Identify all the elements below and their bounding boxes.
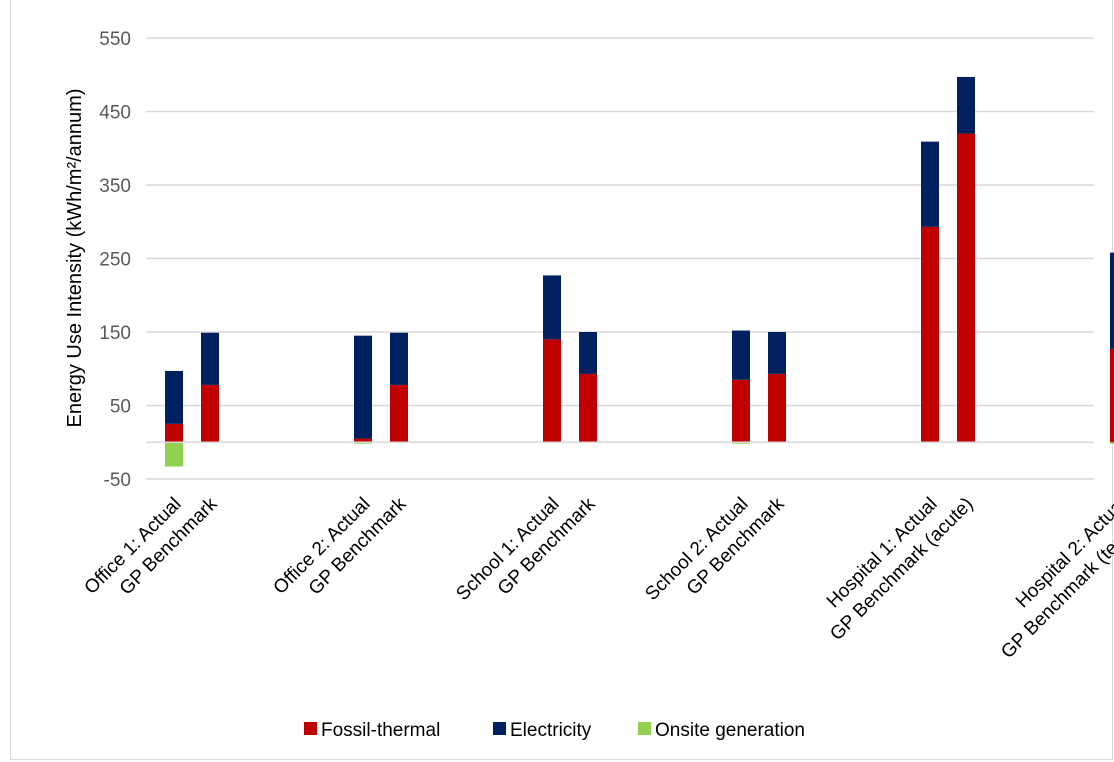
bar-segment-fossil-thermal xyxy=(201,384,219,443)
bar-segment-fossil-thermal xyxy=(354,438,372,443)
y-tick-label: 50 xyxy=(110,397,131,418)
bar-segment-fossil-thermal xyxy=(957,133,975,443)
bar-segment-electricity xyxy=(201,332,219,385)
legend: Fossil-thermal Electricity Onsite generati… xyxy=(304,720,805,741)
category-label: GP Benchmark (acute) xyxy=(826,494,977,645)
bar-segment-electricity xyxy=(921,141,939,227)
bar-segment-onsite-generation xyxy=(1110,442,1114,444)
bar-segment-fossil-thermal xyxy=(165,423,183,443)
bar-segment-electricity xyxy=(1110,252,1114,349)
legend-swatch xyxy=(638,722,651,735)
bar-segment-fossil-thermal xyxy=(921,226,939,443)
bar-segment-fossil-thermal xyxy=(390,384,408,443)
bar-segment-electricity xyxy=(579,332,597,374)
legend-item: Fossil-thermal xyxy=(304,720,440,741)
y-tick-label: 350 xyxy=(99,176,131,197)
bar-segment-electricity xyxy=(390,332,408,385)
bar-segment-electricity xyxy=(957,76,975,134)
y-axis-title: Energy Use Intensity (kWh/m²/annum) xyxy=(64,89,86,428)
bar-segment-electricity xyxy=(165,370,183,424)
legend-item: Onsite generation xyxy=(638,720,805,741)
bar-segment-electricity xyxy=(768,332,786,374)
legend-label: Onsite generation xyxy=(655,720,805,741)
y-axis-tick-labels: -50 50 150 250 350 450 550 xyxy=(99,29,131,491)
y-tick-label: 550 xyxy=(99,29,131,50)
legend-swatch xyxy=(493,722,506,735)
legend-label: Fossil-thermal xyxy=(321,720,440,741)
bar-segment-electricity xyxy=(732,330,750,380)
bars xyxy=(165,76,1114,467)
legend-item: Electricity xyxy=(493,720,592,741)
bar-segment-fossil-thermal xyxy=(1110,348,1114,443)
bar-segment-onsite-generation xyxy=(165,442,183,467)
energy-use-chart: -50 50 150 250 350 450 550 Office 1: ActualGP … xyxy=(64,29,1114,741)
legend-label: Electricity xyxy=(510,720,592,741)
gridlines xyxy=(146,37,1094,480)
chart-frame: -50 50 150 250 350 450 550 Office 1: Actual GP … xyxy=(10,0,1114,760)
bar-segment-fossil-thermal xyxy=(732,379,750,443)
y-tick-label: -50 xyxy=(104,470,131,491)
bar-segment-fossil-thermal xyxy=(768,373,786,443)
bar-segment-fossil-thermal xyxy=(543,339,561,443)
bar-segment-electricity xyxy=(543,275,561,340)
bar-segment-fossil-thermal xyxy=(579,373,597,443)
y-tick-label: 450 xyxy=(99,103,131,124)
y-tick-label: 250 xyxy=(99,250,131,271)
legend-swatch xyxy=(304,722,317,735)
y-tick-label: 150 xyxy=(99,323,131,344)
bar-segment-electricity xyxy=(354,335,372,439)
